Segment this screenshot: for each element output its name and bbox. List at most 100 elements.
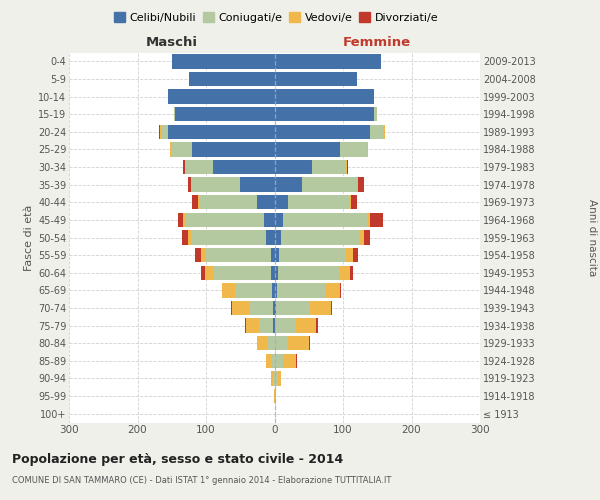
Bar — [188, 178, 191, 192]
Bar — [340, 142, 367, 156]
Bar — [273, 371, 275, 386]
Bar — [275, 301, 276, 315]
Text: Anni di nascita: Anni di nascita — [587, 199, 597, 276]
Bar — [368, 212, 370, 227]
Bar — [309, 336, 310, 350]
Bar — [213, 266, 271, 280]
Bar — [191, 178, 193, 192]
Bar — [346, 248, 353, 262]
Bar — [161, 124, 169, 139]
Bar — [235, 283, 272, 298]
Bar — [271, 248, 275, 262]
Bar — [275, 283, 277, 298]
Bar — [198, 195, 199, 210]
Bar — [275, 72, 356, 86]
Bar — [370, 124, 384, 139]
Text: Popolazione per età, sesso e stato civile - 2014: Popolazione per età, sesso e stato civil… — [12, 452, 343, 466]
Bar — [175, 107, 275, 122]
Bar — [182, 230, 188, 244]
Bar — [259, 318, 273, 333]
Bar — [302, 178, 356, 192]
Bar — [340, 266, 350, 280]
Bar — [222, 283, 223, 298]
Bar — [160, 124, 161, 139]
Bar — [275, 142, 340, 156]
Text: Maschi: Maschi — [146, 36, 198, 49]
Bar — [240, 178, 275, 192]
Bar — [288, 195, 350, 210]
Bar — [277, 283, 325, 298]
Y-axis label: Fasce di età: Fasce di età — [23, 204, 34, 270]
Bar — [278, 248, 346, 262]
Bar — [275, 248, 278, 262]
Bar — [195, 248, 200, 262]
Bar — [172, 54, 275, 68]
Bar — [310, 301, 331, 315]
Bar — [353, 248, 358, 262]
Bar — [351, 195, 357, 210]
Bar — [223, 283, 235, 298]
Text: COMUNE DI SAN TAMMARO (CE) - Dati ISTAT 1° gennaio 2014 - Elaborazione TUTTITALI: COMUNE DI SAN TAMMARO (CE) - Dati ISTAT … — [12, 476, 391, 485]
Bar — [172, 142, 193, 156]
Bar — [350, 266, 353, 280]
Bar — [193, 195, 198, 210]
Bar — [193, 178, 240, 192]
Bar — [278, 266, 340, 280]
Bar — [275, 230, 281, 244]
Bar — [370, 212, 383, 227]
Bar — [268, 336, 275, 350]
Bar — [331, 301, 332, 315]
Bar — [276, 301, 310, 315]
Bar — [275, 318, 296, 333]
Bar — [374, 107, 377, 122]
Bar — [358, 178, 364, 192]
Bar — [271, 371, 273, 386]
Text: Femmine: Femmine — [343, 36, 412, 49]
Bar — [266, 230, 275, 244]
Bar — [273, 301, 275, 315]
Bar — [189, 72, 275, 86]
Bar — [200, 248, 206, 262]
Bar — [278, 371, 281, 386]
Bar — [350, 195, 351, 210]
Bar — [275, 54, 380, 68]
Bar — [184, 212, 185, 227]
Bar — [325, 283, 340, 298]
Bar — [347, 160, 349, 174]
Bar — [273, 318, 275, 333]
Bar — [275, 124, 370, 139]
Bar — [275, 160, 312, 174]
Bar — [174, 107, 175, 122]
Bar — [245, 318, 246, 333]
Bar — [296, 318, 316, 333]
Bar — [360, 230, 364, 244]
Bar — [275, 212, 283, 227]
Bar — [288, 336, 309, 350]
Bar — [356, 178, 358, 192]
Bar — [205, 266, 213, 280]
Bar — [312, 160, 346, 174]
Bar — [169, 124, 275, 139]
Bar — [275, 336, 288, 350]
Bar — [193, 142, 275, 156]
Bar — [169, 90, 275, 104]
Bar — [170, 142, 172, 156]
Bar — [185, 212, 264, 227]
Bar — [364, 230, 370, 244]
Bar — [199, 195, 257, 210]
Bar — [275, 178, 302, 192]
Bar — [272, 283, 275, 298]
Bar — [275, 371, 278, 386]
Bar — [249, 301, 273, 315]
Bar — [275, 90, 374, 104]
Legend: Celibi/Nubili, Coniugati/e, Vedovi/e, Divorziati/e: Celibi/Nubili, Coniugati/e, Vedovi/e, Di… — [109, 8, 443, 28]
Bar — [340, 283, 341, 298]
Bar — [384, 124, 385, 139]
Bar — [281, 230, 360, 244]
Bar — [178, 212, 184, 227]
Bar — [257, 336, 268, 350]
Bar — [191, 230, 266, 244]
Bar — [188, 230, 191, 244]
Bar — [271, 266, 275, 280]
Bar — [296, 354, 297, 368]
